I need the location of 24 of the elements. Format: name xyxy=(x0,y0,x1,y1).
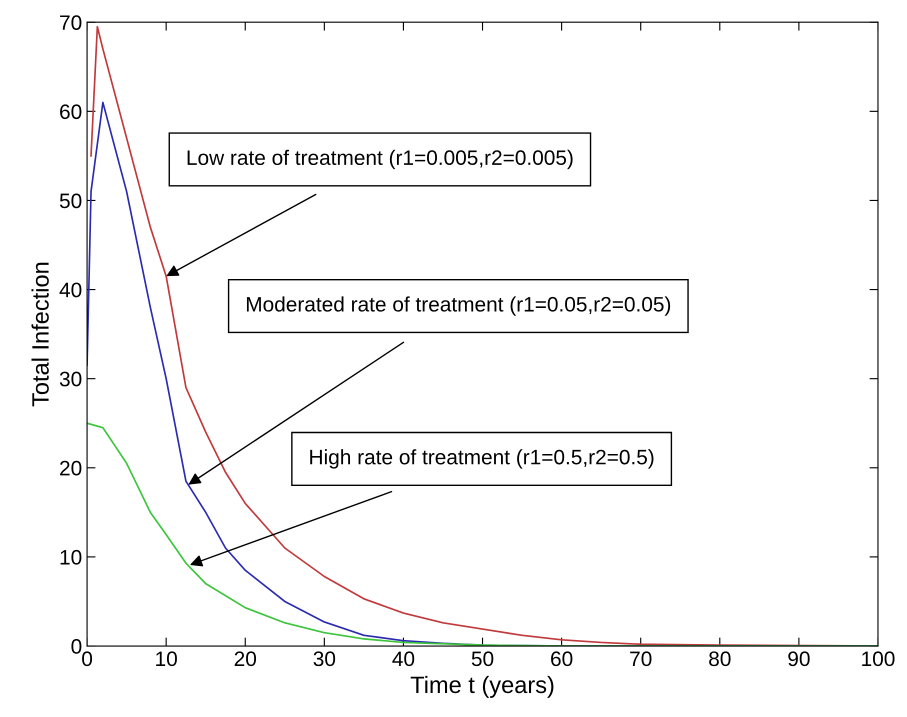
y-tick-label: 0 xyxy=(71,639,82,654)
y-axis-title: Total Infection xyxy=(31,262,49,406)
x-tick-label: 80 xyxy=(709,651,731,666)
annotation: Moderated rate of treatment (r1=0.05,r2=0.05) xyxy=(246,296,670,316)
x-axis-title: Time t (years) xyxy=(410,676,554,698)
y-tick-label: 50 xyxy=(60,193,82,208)
y-tick-label: 10 xyxy=(60,550,82,565)
y-tick-label: 20 xyxy=(60,460,82,476)
x-tick-label: 40 xyxy=(392,651,414,666)
x-tick-label: 60 xyxy=(551,651,572,666)
x-tick-label: 10 xyxy=(156,651,177,666)
x-tick-label: 50 xyxy=(472,651,494,666)
x-tick-label: 90 xyxy=(788,651,810,666)
y-tick-label: 70 xyxy=(60,15,82,30)
x-tick-label: 30 xyxy=(314,651,336,666)
y-tick-label: 30 xyxy=(60,372,82,386)
y-tick-label: 60 xyxy=(60,104,82,120)
x-tick-label: 0 xyxy=(82,651,92,666)
x-tick-label: 20 xyxy=(234,651,256,666)
annotation: High rate of treatment (r1=0.5,r2=0.5) xyxy=(310,449,654,469)
y-tick-label: 40 xyxy=(60,282,82,298)
x-tick-label: 100 xyxy=(862,651,895,666)
x-tick-label: 70 xyxy=(630,651,652,666)
annotation: Low rate of treatment (r1=0.005,r2=0.005) xyxy=(188,150,573,170)
